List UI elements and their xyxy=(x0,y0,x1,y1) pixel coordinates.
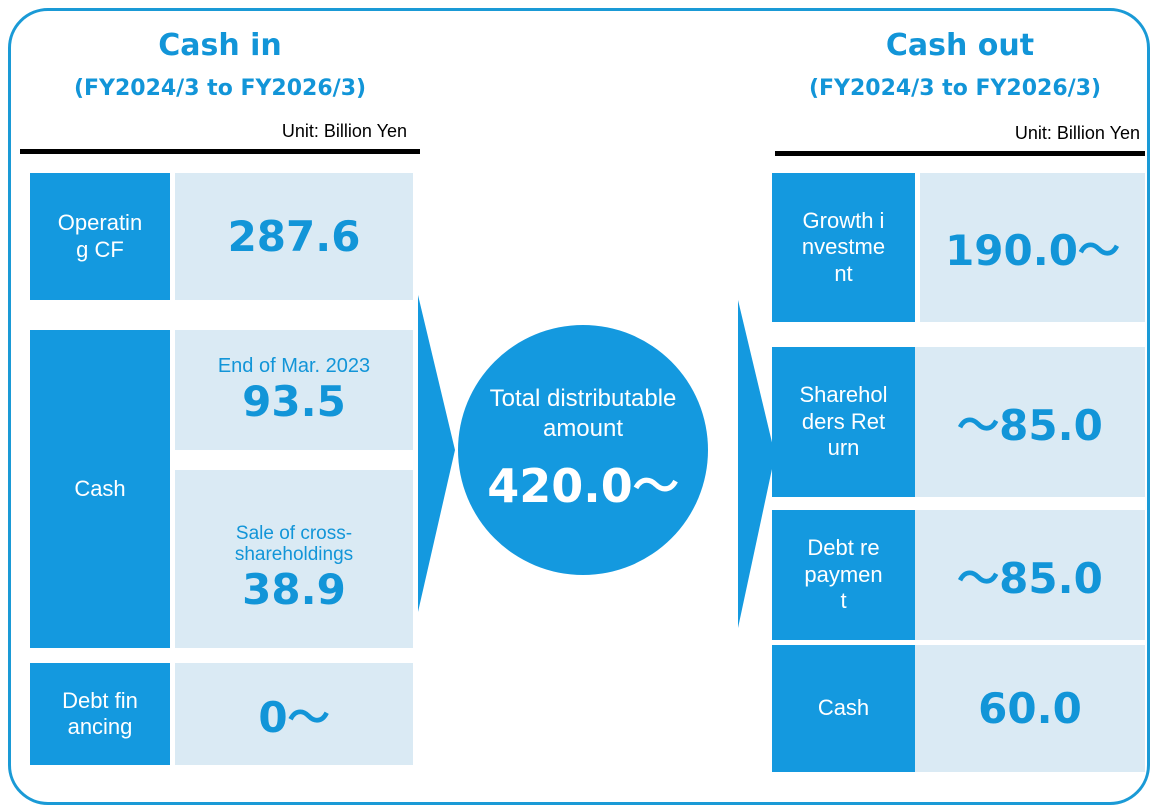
label: Growth investment xyxy=(772,173,915,322)
title: Cash out xyxy=(885,28,1035,63)
value: ～85.0 xyxy=(915,510,1145,640)
frame xyxy=(8,8,1150,805)
arrow xyxy=(738,300,775,628)
label: Cash xyxy=(772,645,915,772)
value: 190.0～ xyxy=(920,173,1145,322)
value-text: 93.5 xyxy=(242,376,346,426)
title: Cash in xyxy=(158,28,282,63)
value: ～85.0 xyxy=(915,347,1145,497)
value-text: 0～ xyxy=(258,692,330,742)
label: Debt financing xyxy=(30,663,170,765)
total-label: Total distributable amount xyxy=(489,385,677,442)
label: Debt repayment xyxy=(772,510,915,640)
value-text: ～85.0 xyxy=(957,553,1103,603)
rule xyxy=(20,149,420,154)
rule xyxy=(775,151,1145,156)
value: End of Mar. 2023 93.5 xyxy=(175,330,413,450)
unit: Unit: Billion Yen xyxy=(1014,123,1140,143)
unit: Unit: Billion Yen xyxy=(281,121,407,141)
value-text: 190.0～ xyxy=(945,226,1120,275)
caption: End of Mar. 2023 xyxy=(217,354,371,377)
arrow xyxy=(418,295,455,612)
value-text: 38.9 xyxy=(242,565,346,615)
value-text: 60.0 xyxy=(978,684,1082,733)
caption: Sale of cross-shareholdings xyxy=(234,522,354,565)
label: Shareholders Return xyxy=(772,347,915,497)
total-value: 420.0～ xyxy=(487,459,679,513)
value-text: 287.6 xyxy=(227,212,361,261)
period: (FY2024/3 to FY2026/3) xyxy=(808,76,1102,101)
value: 0～ xyxy=(175,663,413,765)
label: Cash xyxy=(30,330,170,648)
label: Operating CF xyxy=(30,173,170,300)
total-circle: Total distributable amount 420.0～ xyxy=(458,325,708,575)
value: Sale of cross-shareholdings 38.9 xyxy=(175,470,413,648)
value: 60.0 xyxy=(915,645,1145,772)
value: 287.6 xyxy=(175,173,413,300)
value-text: ～85.0 xyxy=(957,400,1103,450)
period: (FY2024/3 to FY2026/3) xyxy=(73,76,367,101)
